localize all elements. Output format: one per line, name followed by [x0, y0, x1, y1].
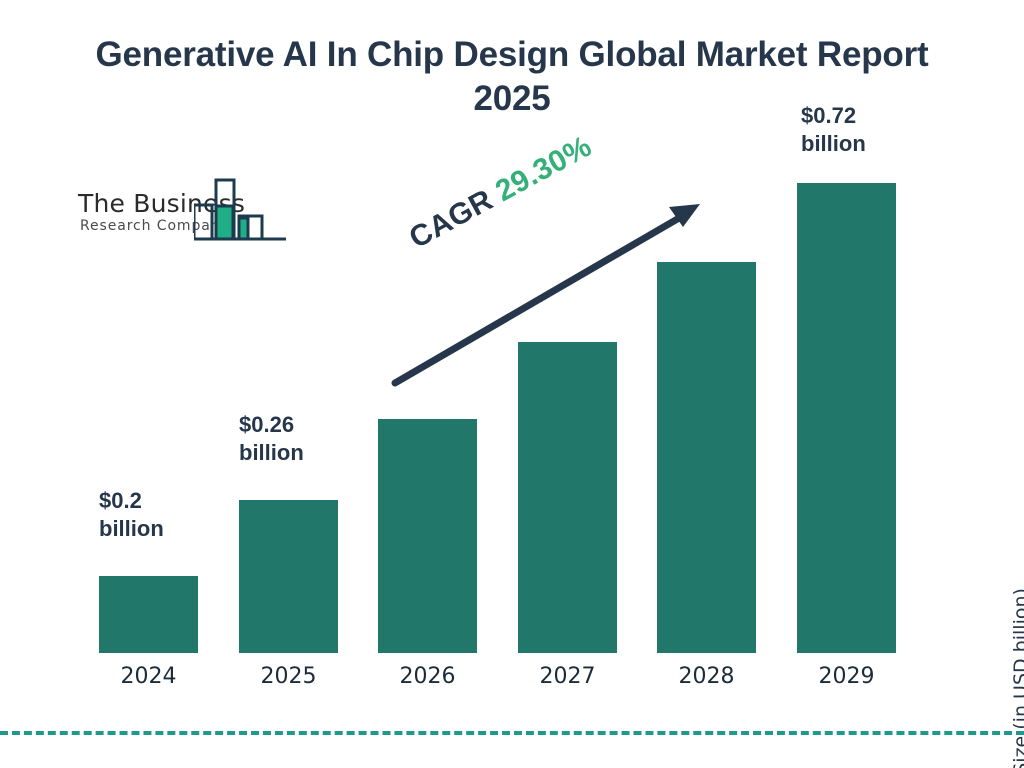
x-tick-2026: 2026: [399, 664, 456, 689]
bar-2025: [239, 500, 338, 653]
page-title: Generative AI In Chip Design Global Mark…: [95, 35, 929, 119]
bar-2028: [657, 262, 756, 653]
bar-2029: [797, 183, 896, 653]
footer-divider: [0, 731, 1024, 735]
bar-label-2025: $0.26 billion: [239, 412, 304, 466]
x-tick-2024: 2024: [120, 664, 177, 689]
x-tick-2027: 2027: [539, 664, 596, 689]
bar-label-2029: $0.72 billion: [801, 103, 866, 157]
bar-2026: [378, 419, 477, 653]
x-tick-2029: 2029: [818, 664, 875, 689]
logo-bars-icon: [194, 178, 286, 241]
x-tick-2028: 2028: [678, 664, 735, 689]
bar-2027: [518, 342, 617, 653]
bar-2024: [99, 576, 198, 653]
bar-label-2024: $0.2 billion: [99, 488, 164, 542]
logo-secondary-text: Research Company: [80, 218, 230, 234]
company-logo: The Business Research Company: [78, 176, 286, 248]
x-tick-2025: 2025: [260, 664, 317, 689]
